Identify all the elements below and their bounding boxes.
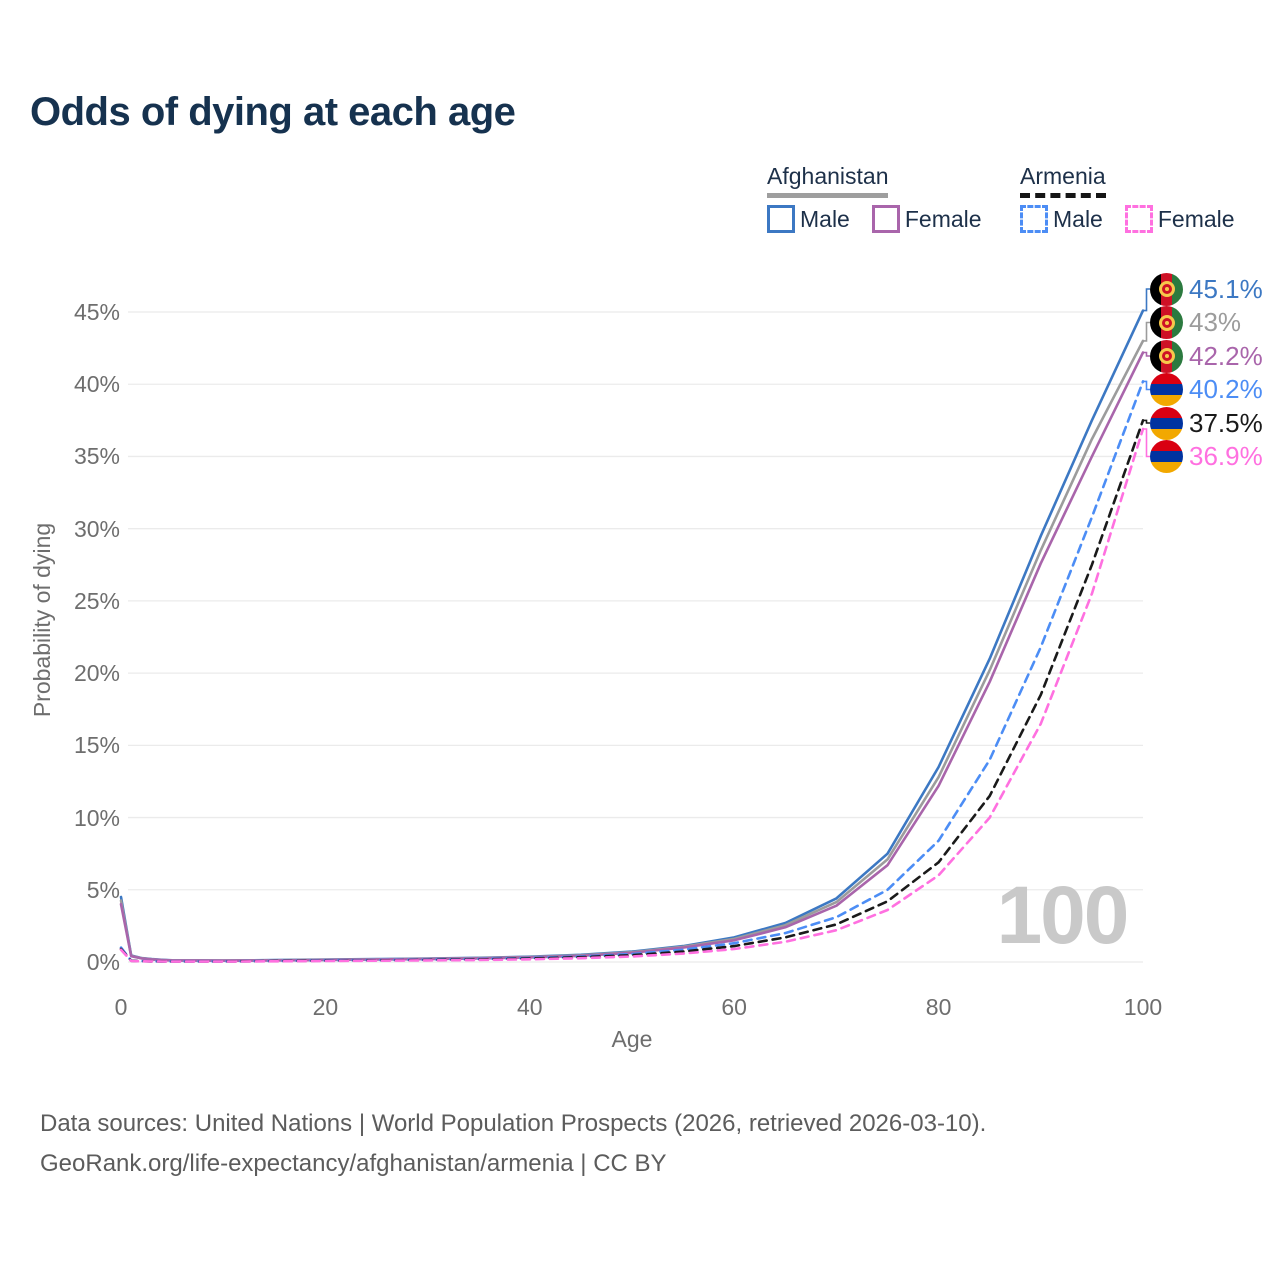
x-tick-label: 100 (1123, 994, 1163, 1020)
end-label-value-afghanistan-female: 42.2% (1189, 340, 1263, 371)
legend-swatch-afghanistan-female (871, 205, 900, 233)
y-tick-label: 10% (73, 804, 120, 831)
x-tick-label: 20 (312, 994, 339, 1020)
legend-item-afghanistan-female[interactable]: Female (871, 205, 982, 233)
x-tick-label: 60 (721, 994, 747, 1020)
end-label-value-armenia-total: 37.5% (1189, 407, 1263, 438)
x-tick-label: 0 (114, 994, 128, 1020)
y-tick-label: 25% (73, 587, 120, 614)
end-label-value-afghanistan-total: 43% (1189, 307, 1242, 337)
y-tick-label: 40% (73, 371, 120, 398)
footer: Data sources: United Nations | World Pop… (40, 1104, 986, 1184)
legend-item-afghanistan-male[interactable]: Male (767, 205, 850, 233)
legend-group-armenia: Armenia Male Female (1020, 163, 1235, 233)
footer-attribution: GeoRank.org/life-expectancy/afghanistan/… (40, 1150, 667, 1177)
afghanistan-emblem-icon (1158, 314, 1175, 331)
legend-country-afghanistan[interactable]: Afghanistan (767, 163, 889, 189)
legend-swatch-armenia-female (1124, 205, 1153, 233)
end-label-connector-armenia-male (1143, 380, 1150, 391)
end-label-value-armenia-female: 36.9% (1189, 441, 1263, 471)
y-tick-label: 15% (73, 732, 120, 759)
series-line-afghanistan-total[interactable] (119, 339, 1145, 962)
end-label-value-armenia-male: 40.2% (1189, 374, 1263, 404)
y-tick-label: 35% (73, 443, 120, 470)
end-label-connector-armenia-total (1143, 419, 1150, 424)
legend-country-armenia[interactable]: Armenia (1020, 163, 1106, 189)
end-label-row-afghanistan-male[interactable]: 45.1% (1150, 272, 1263, 306)
legend-label-afghanistan-female: Female (904, 205, 982, 232)
y-tick-label: 45% (73, 299, 120, 326)
y-tick-label: 20% (73, 660, 120, 687)
series-line-afghanistan-male[interactable] (119, 309, 1145, 962)
legend-group-afghanistan: Afghanistan Male Female (767, 163, 982, 233)
legend-item-armenia-female[interactable]: Female (1124, 205, 1235, 233)
end-label-row-armenia-male[interactable]: 40.2% (1150, 373, 1263, 407)
end-label-row-afghanistan-total[interactable]: 43% (1150, 306, 1241, 340)
armenia-flag-icon (1150, 373, 1183, 406)
end-label-row-afghanistan-female[interactable]: 42.2% (1150, 339, 1263, 373)
y-axis-title: Probability of dying (29, 522, 55, 718)
legend-swatch-afghanistan-male (767, 205, 795, 233)
end-label-value-afghanistan-male: 45.1% (1189, 273, 1263, 304)
legend-linestyle-armenia (1020, 193, 1106, 198)
afghanistan-emblem-icon (1158, 281, 1175, 297)
end-label-row-armenia-total[interactable]: 37.5% (1150, 406, 1263, 440)
legend-label-armenia-female: Female (1157, 205, 1235, 232)
afghanistan-flag-icon (1150, 339, 1183, 373)
legend-linestyle-afghanistan (767, 193, 889, 198)
series-line-armenia-total[interactable] (119, 419, 1145, 963)
x-tick-label: 40 (517, 994, 543, 1020)
y-tick-label: 30% (73, 515, 120, 542)
y-tick-label: 0% (86, 949, 120, 975)
end-label-connector-afghanistan-male (1143, 288, 1150, 312)
series-line-armenia-female[interactable] (119, 427, 1145, 963)
legend-label-armenia-male: Male (1053, 205, 1103, 232)
afghanistan-flag-icon (1150, 272, 1183, 306)
x-tick-label: 80 (925, 994, 952, 1020)
age-watermark: 100 (997, 870, 1128, 961)
legend-item-armenia-male[interactable]: Male (1020, 205, 1103, 233)
y-tick-label: 5% (86, 876, 120, 903)
legend-swatch-armenia-male (1020, 205, 1048, 233)
legend-label-afghanistan-male: Male (800, 205, 850, 232)
end-label-connector-afghanistan-female (1143, 351, 1150, 357)
end-label-connector-armenia-female (1143, 428, 1150, 458)
afghanistan-flag-icon (1150, 306, 1183, 339)
armenia-flag-icon (1150, 440, 1183, 473)
end-label-connector-afghanistan-total (1143, 321, 1150, 342)
x-axis-title: Age (611, 1026, 653, 1052)
end-label-row-armenia-female[interactable]: 36.9% (1150, 440, 1263, 474)
armenia-flag-icon (1150, 406, 1183, 440)
page-title: Odds of dying at each age (30, 90, 516, 134)
afghanistan-emblem-icon (1158, 348, 1175, 364)
footer-sources: Data sources: United Nations | World Pop… (40, 1110, 987, 1137)
